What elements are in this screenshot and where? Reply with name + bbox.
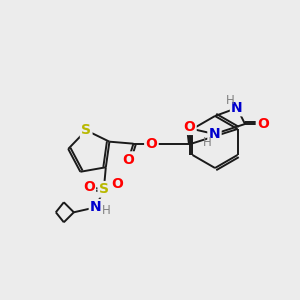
- Text: N: N: [209, 127, 220, 141]
- Text: O: O: [146, 137, 158, 151]
- Text: O: O: [184, 120, 195, 134]
- Text: H: H: [203, 136, 212, 148]
- Text: N: N: [231, 101, 243, 115]
- Text: O: O: [83, 180, 95, 194]
- Text: H: H: [101, 204, 110, 217]
- Text: N: N: [90, 200, 102, 214]
- Text: O: O: [111, 177, 123, 191]
- Text: S: S: [81, 123, 91, 137]
- Text: H: H: [226, 94, 234, 106]
- Text: O: O: [257, 117, 269, 131]
- Text: S: S: [99, 182, 109, 196]
- Text: O: O: [122, 153, 134, 167]
